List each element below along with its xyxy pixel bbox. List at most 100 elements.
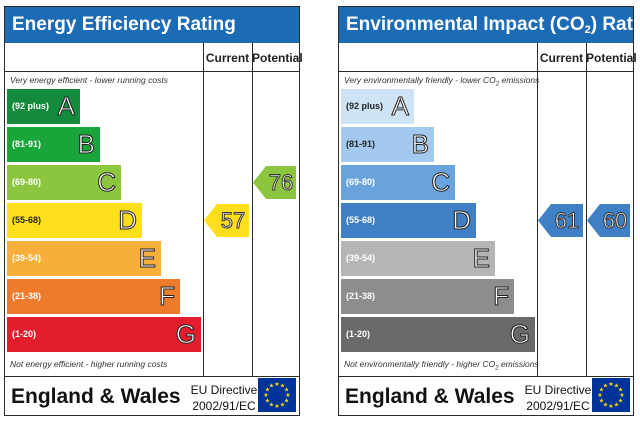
svg-text:★: ★ <box>269 402 274 409</box>
directive-line-2: 2002/91/EC <box>526 399 590 413</box>
svg-text:★: ★ <box>614 402 619 409</box>
svg-text:★: ★ <box>619 392 624 399</box>
potential-rating-value: 76 <box>268 170 294 196</box>
title-main: Environmental Impact (CO <box>346 14 585 35</box>
band-range-label: (21-38) <box>12 291 42 301</box>
directive-line-2: 2002/91/EC <box>192 399 256 413</box>
band-letter: G <box>175 319 196 350</box>
svg-text:★: ★ <box>603 402 608 409</box>
svg-text:★: ★ <box>280 383 285 390</box>
svg-text:★: ★ <box>265 387 270 394</box>
band-letter: B <box>411 129 429 160</box>
band-range-label: (39-54) <box>346 253 376 263</box>
band-letter: B <box>77 129 95 160</box>
bottom-note-main: Not environmentally friendly - higher CO <box>344 359 496 369</box>
region-label: England & Wales <box>11 385 181 408</box>
svg-text:★: ★ <box>608 403 613 410</box>
potential-rating-arrow: 76 <box>253 166 296 199</box>
eu-flag-icon: ★ ★ ★ ★ ★ ★ ★ ★ ★ ★ ★ ★ <box>258 378 296 412</box>
band-range-label: (1-20) <box>346 329 371 339</box>
band-range-label: (81-91) <box>12 139 42 149</box>
energy-efficiency-rating-chart: Energy Efficiency Rating Current Potenti… <box>4 6 303 416</box>
svg-text:★: ★ <box>599 398 604 405</box>
svg-text:★: ★ <box>274 403 279 410</box>
current-column-header: Current <box>539 51 584 65</box>
rating-band-c: (69-80) C <box>7 165 121 200</box>
band-range-label: (69-80) <box>346 177 376 187</box>
band-range-label: (81-91) <box>346 139 376 149</box>
top-note-end: emissions <box>499 75 540 85</box>
bottom-note-end: emissions <box>498 359 539 369</box>
region-label: England & Wales <box>345 385 515 408</box>
band-range-label: (69-80) <box>12 177 42 187</box>
rating-band-d: (55-68) D <box>341 203 476 238</box>
band-range-label: (92 plus) <box>346 101 384 111</box>
svg-text:★: ★ <box>284 387 289 394</box>
band-range-label: (39-54) <box>12 253 42 263</box>
rating-band-b: (81-91) B <box>7 127 100 162</box>
current-rating-value: 57 <box>220 208 246 234</box>
current-rating-arrow: 57 <box>204 204 249 237</box>
bottom-note: Not energy efficient - higher running co… <box>10 359 168 369</box>
footer-divider <box>339 376 633 377</box>
svg-text:★: ★ <box>285 392 290 399</box>
band-letter: D <box>452 205 472 236</box>
band-range-label: (1-20) <box>12 329 37 339</box>
svg-text:★: ★ <box>263 392 268 399</box>
chart-title: Environmental Impact (CO2) Rating <box>339 7 640 43</box>
potential-column-header: Potential <box>586 51 637 65</box>
chart-title: Energy Efficiency Rating <box>5 7 299 43</box>
column-divider <box>203 43 204 377</box>
rating-band-g: (1-20) G <box>341 317 535 352</box>
footer-divider <box>5 376 299 377</box>
top-note: Very energy efficient - lower running co… <box>10 75 168 85</box>
svg-text:★: ★ <box>618 398 623 405</box>
top-note-subscript: 2 <box>495 81 500 88</box>
rating-band-a: (92 plus) A <box>7 89 80 124</box>
rating-band-f: (21-38) F <box>341 279 514 314</box>
svg-text:★: ★ <box>274 381 279 388</box>
potential-column-header: Potential <box>252 51 303 65</box>
band-letter: G <box>509 319 530 350</box>
rating-band-e: (39-54) E <box>7 241 161 276</box>
header-divider <box>339 71 633 72</box>
svg-text:★: ★ <box>280 402 285 409</box>
band-range-label: (55-68) <box>12 215 42 225</box>
rating-band-g: (1-20) G <box>7 317 201 352</box>
svg-text:★: ★ <box>614 383 619 390</box>
current-column-header: Current <box>205 51 250 65</box>
rating-band-f: (21-38) F <box>7 279 180 314</box>
column-divider <box>537 43 538 377</box>
band-letter: A <box>57 91 75 122</box>
svg-text:★: ★ <box>599 387 604 394</box>
band-range-label: (92 plus) <box>12 101 50 111</box>
band-range-label: (55-68) <box>346 215 376 225</box>
svg-text:★: ★ <box>608 381 613 388</box>
column-divider <box>252 43 253 377</box>
potential-rating-value: 60 <box>602 208 628 234</box>
bottom-note-subscript: 2 <box>495 365 499 372</box>
band-letter: C <box>431 167 451 198</box>
current-rating-value: 61 <box>554 208 580 234</box>
rating-band-c: (69-80) C <box>341 165 455 200</box>
svg-text:★: ★ <box>618 387 623 394</box>
title-subscript: 2 <box>584 24 591 36</box>
eu-flag-icon: ★ ★ ★ ★ ★ ★ ★ ★ ★ ★ ★ ★ <box>592 378 630 412</box>
bottom-note: Not environmentally friendly - higher CO… <box>344 359 539 372</box>
band-letter: E <box>138 243 156 274</box>
band-letter: A <box>391 91 409 122</box>
rating-band-e: (39-54) E <box>341 241 495 276</box>
environmental-impact-rating-chart: Environmental Impact (CO2) Rating Curren… <box>338 6 640 416</box>
top-note-main: Very environmentally friendly - lower CO <box>344 75 496 85</box>
eu-directive-label: EU Directive 2002/91/EC <box>189 382 259 414</box>
directive-line-1: EU Directive <box>524 383 592 397</box>
band-letter: E <box>472 243 490 274</box>
band-letter: D <box>118 205 138 236</box>
eu-directive-label: EU Directive 2002/91/EC <box>523 382 593 414</box>
svg-text:★: ★ <box>265 398 270 405</box>
svg-text:★: ★ <box>284 398 289 405</box>
band-letter: C <box>97 167 117 198</box>
band-letter: F <box>159 281 176 312</box>
band-letter: F <box>493 281 510 312</box>
column-divider <box>586 43 587 377</box>
